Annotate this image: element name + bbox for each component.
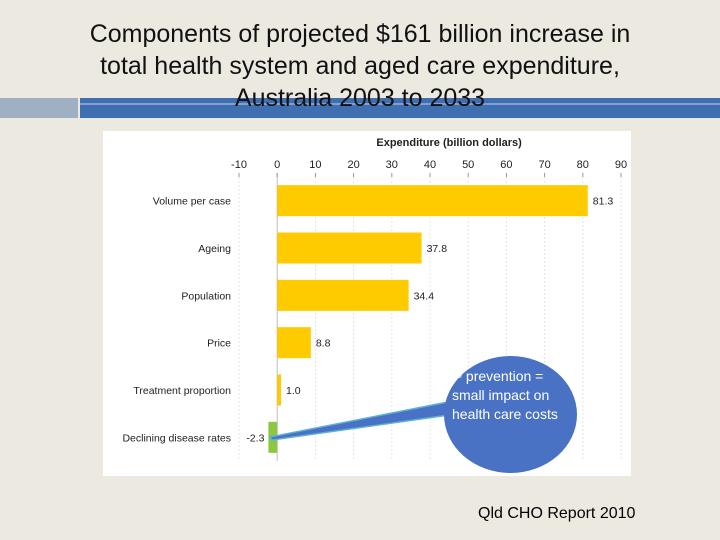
accent-stripe (80, 103, 720, 105)
category-label: Price (207, 338, 231, 350)
tick-label: 30 (386, 159, 398, 171)
callout-text: 10 prevention = small impact on health c… (452, 367, 560, 424)
category-label: Ageing (198, 243, 231, 255)
source-citation: Qld CHO Report 2010 (478, 505, 636, 522)
bar (277, 327, 311, 359)
tick-label: 50 (462, 159, 474, 171)
tick-label: 60 (500, 159, 512, 171)
bar-chart: Expenditure (billion dollars) -10 0 10 20 30 4… (122, 137, 627, 461)
category-label: Declining disease rates (122, 432, 231, 444)
tick-label: 70 (538, 159, 550, 171)
tick-label: 80 (577, 159, 589, 171)
tick-label: 20 (347, 159, 359, 171)
header-accent-bar (0, 98, 720, 118)
callout-superscript: 10 (452, 370, 463, 380)
value-label: 8.8 (316, 338, 331, 350)
category-label: Volume per case (153, 196, 231, 208)
bar (268, 421, 278, 453)
value-label: -2.3 (246, 432, 264, 444)
accent-block-left (0, 98, 78, 118)
title-line-3: Australia 2003 to 2033 (234, 84, 486, 112)
value-label: 34.4 (414, 290, 435, 302)
category-label: Population (181, 290, 231, 302)
bar (277, 374, 282, 406)
tick-label: 40 (424, 159, 436, 171)
value-label: 81.3 (593, 196, 614, 208)
tick-label: -10 (231, 159, 247, 171)
x-axis-title: Expenditure (billion dollars) (376, 137, 522, 149)
category-label: Treatment proportion (133, 385, 231, 397)
tick-label: 0 (274, 159, 280, 171)
callout-bubble (444, 356, 577, 473)
title-line-1: Components of projected $161 billion inc… (89, 20, 631, 48)
bar (277, 279, 409, 311)
bars (268, 185, 588, 453)
tick-label: 90 (615, 159, 627, 171)
bar (277, 232, 422, 264)
chart-text: Expenditure (billion dollars) -10 0 10 20 30 4… (122, 137, 627, 444)
slide-title: Components of projected $161 billion inc… (20, 18, 700, 114)
title-line-2: total health system and aged care expend… (100, 52, 620, 80)
callout-body: prevention = small impact on health care… (452, 368, 558, 422)
value-label: 1.0 (286, 385, 301, 397)
tick-label: 10 (309, 159, 321, 171)
bar (277, 185, 588, 217)
value-label: 37.8 (427, 243, 448, 255)
